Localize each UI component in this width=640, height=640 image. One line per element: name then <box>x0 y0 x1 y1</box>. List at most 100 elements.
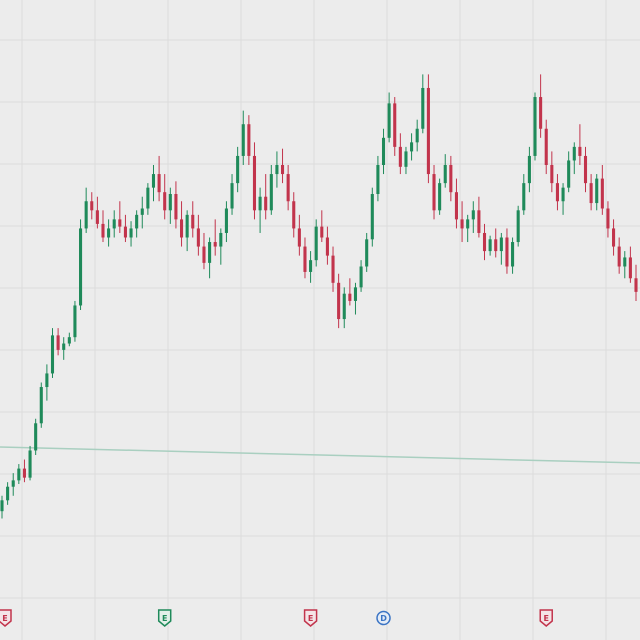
candle-up[interactable] <box>275 165 279 175</box>
candle-up[interactable] <box>67 337 71 344</box>
candle-up[interactable] <box>208 242 212 263</box>
candle-down[interactable] <box>550 165 554 184</box>
candle-down[interactable] <box>179 219 184 238</box>
candle-up[interactable] <box>224 208 228 233</box>
candle-down[interactable] <box>628 257 632 279</box>
candle-down[interactable] <box>539 97 543 129</box>
candle-up[interactable] <box>258 196 262 211</box>
candle-down[interactable] <box>286 174 290 202</box>
candle-up[interactable] <box>269 174 273 211</box>
candle-up[interactable] <box>0 500 4 512</box>
candle-up[interactable] <box>73 305 77 338</box>
candle-down[interactable] <box>325 237 329 256</box>
event-marker-earnings-down[interactable]: E <box>539 609 553 627</box>
candle-up[interactable] <box>79 228 83 306</box>
candles[interactable] <box>0 74 638 519</box>
candle-up[interactable] <box>567 160 571 188</box>
candle-down[interactable] <box>544 128 548 165</box>
candle-down[interactable] <box>331 255 335 283</box>
candle-up[interactable] <box>112 219 116 229</box>
candle-down[interactable] <box>454 192 459 220</box>
candle-up[interactable] <box>6 486 10 501</box>
candle-down[interactable] <box>477 210 481 233</box>
candle-up[interactable] <box>185 214 189 238</box>
candle-up[interactable] <box>39 387 43 424</box>
candle-up[interactable] <box>387 103 391 138</box>
candle-down[interactable] <box>398 146 402 167</box>
candle-up[interactable] <box>623 257 627 267</box>
candle-up[interactable] <box>45 373 49 388</box>
event-marker-earnings-down[interactable]: E <box>0 609 12 627</box>
candle-down[interactable] <box>280 165 285 175</box>
candle-down[interactable] <box>252 155 257 211</box>
candle-up[interactable] <box>146 187 150 209</box>
candle-up[interactable] <box>466 219 470 229</box>
candle-up[interactable] <box>241 124 245 156</box>
candle-down[interactable] <box>101 223 105 238</box>
candle-up[interactable] <box>522 183 526 211</box>
candle-up[interactable] <box>381 137 386 165</box>
candle-up[interactable] <box>359 266 363 288</box>
candle-up[interactable] <box>443 165 447 184</box>
candle-up[interactable] <box>314 226 318 261</box>
candle-up[interactable] <box>219 232 223 247</box>
candle-up[interactable] <box>365 239 369 267</box>
candle-down[interactable] <box>449 165 453 193</box>
candle-down[interactable] <box>612 228 616 247</box>
candle-down[interactable] <box>482 232 487 252</box>
candle-up[interactable] <box>572 146 576 161</box>
candle-up[interactable] <box>511 242 515 267</box>
candle-down[interactable] <box>247 124 251 156</box>
candle-up[interactable] <box>17 468 21 481</box>
candle-down[interactable] <box>174 194 178 220</box>
candle-down[interactable] <box>292 201 296 229</box>
candle-up[interactable] <box>62 343 66 350</box>
candle-up[interactable] <box>140 208 144 215</box>
candle-up[interactable] <box>421 87 425 129</box>
candle-down[interactable] <box>213 242 217 247</box>
candle-up[interactable] <box>488 239 492 252</box>
candle-up[interactable] <box>370 194 374 240</box>
candle-down[interactable] <box>264 196 268 211</box>
candle-up[interactable] <box>11 480 15 487</box>
candle-up[interactable] <box>415 128 419 143</box>
candle-up[interactable] <box>471 210 475 220</box>
candle-down[interactable] <box>634 278 638 292</box>
candle-down[interactable] <box>337 282 341 320</box>
candle-down[interactable] <box>432 174 436 211</box>
candle-down[interactable] <box>95 210 99 224</box>
candle-up[interactable] <box>353 287 358 301</box>
candle-down[interactable] <box>583 155 588 184</box>
candle-up[interactable] <box>533 97 537 156</box>
candle-down[interactable] <box>90 201 94 211</box>
candle-down[interactable] <box>196 228 200 247</box>
candle-up[interactable] <box>309 260 313 272</box>
candle-down[interactable] <box>202 246 206 263</box>
candle-up[interactable] <box>527 155 531 184</box>
candle-down[interactable] <box>578 146 582 156</box>
candle-down[interactable] <box>589 183 593 204</box>
candle-down[interactable] <box>555 183 559 202</box>
candle-up[interactable] <box>404 151 408 167</box>
candle-up[interactable] <box>84 201 88 229</box>
candle-down[interactable] <box>163 192 167 211</box>
candle-up[interactable] <box>410 142 414 152</box>
candle-up[interactable] <box>595 178 599 204</box>
candle-up[interactable] <box>499 237 503 252</box>
candle-down[interactable] <box>297 228 301 247</box>
candle-up[interactable] <box>561 187 565 202</box>
candle-up[interactable] <box>50 335 55 374</box>
candle-down[interactable] <box>348 293 352 301</box>
candle-down[interactable] <box>157 174 161 193</box>
candle-down[interactable] <box>191 214 195 229</box>
candle-up[interactable] <box>151 174 156 188</box>
candle-up[interactable] <box>129 228 133 238</box>
candle-up[interactable] <box>236 155 240 184</box>
candle-down[interactable] <box>617 246 621 267</box>
candle-down[interactable] <box>494 239 498 252</box>
candle-down[interactable] <box>123 226 127 238</box>
candle-up[interactable] <box>230 183 234 209</box>
